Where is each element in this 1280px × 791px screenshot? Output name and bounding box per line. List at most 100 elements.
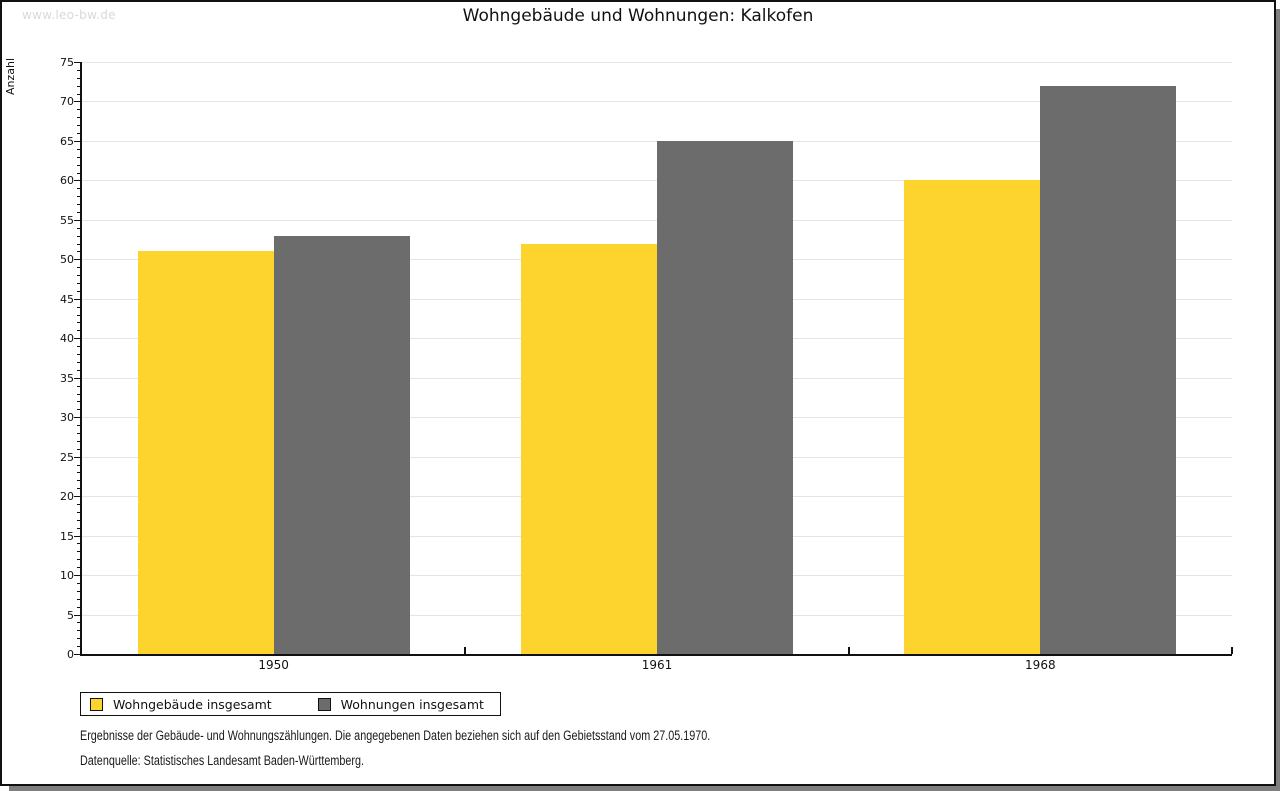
y-minor-tick <box>77 504 80 506</box>
bar-wohngebäude-1961 <box>521 243 657 654</box>
y-minor-tick <box>77 93 80 95</box>
y-tick-label: 75 <box>60 56 74 69</box>
y-minor-tick <box>77 322 80 324</box>
y-tick-label: 30 <box>60 411 74 425</box>
y-tick-label: 25 <box>60 450 74 464</box>
y-minor-tick <box>77 117 80 119</box>
y-minor-tick <box>77 361 80 363</box>
y-major-tick <box>74 654 80 655</box>
y-minor-tick <box>77 527 80 529</box>
footer-note: Ergebnisse der Gebäude- und Wohnungszähl… <box>80 728 711 743</box>
y-minor-tick <box>77 646 80 648</box>
y-minor-tick <box>77 314 80 316</box>
y-major-tick <box>74 180 80 182</box>
x-axis-line <box>80 654 1232 656</box>
x-tick-label: 1950 <box>258 658 289 672</box>
y-tick-label: 0 <box>67 648 74 661</box>
bar-wohngebäude-1950 <box>137 251 274 654</box>
y-minor-tick <box>77 354 80 356</box>
y-minor-tick <box>77 606 80 608</box>
y-minor-tick <box>77 488 80 490</box>
y-minor-tick <box>77 283 80 284</box>
y-minor-tick <box>77 133 80 135</box>
y-major-tick <box>74 417 80 419</box>
legend-item: Wohnungen insgesamt <box>317 696 484 712</box>
y-minor-tick <box>77 306 80 308</box>
y-minor-tick <box>77 196 80 198</box>
y-tick-label: 15 <box>60 529 74 543</box>
x-boundary-tick <box>847 647 850 654</box>
panel-shadow-bottom <box>9 786 1280 791</box>
y-minor-tick <box>77 511 80 513</box>
y-minor-tick <box>77 346 80 348</box>
y-minor-tick <box>77 69 80 71</box>
y-major-tick <box>74 219 80 221</box>
y-minor-tick <box>77 125 80 127</box>
y-minor-tick <box>77 472 80 474</box>
y-major-tick <box>74 62 80 63</box>
panel-shadow-right <box>1276 9 1280 791</box>
y-minor-tick <box>77 290 80 292</box>
y-minor-tick <box>77 251 80 253</box>
y-minor-tick <box>77 551 80 553</box>
y-minor-tick <box>77 148 80 150</box>
y-major-tick <box>74 575 80 577</box>
y-minor-tick <box>77 267 80 269</box>
gridline <box>82 62 1232 63</box>
y-major-tick <box>74 535 80 537</box>
bar-wohnungen-1950 <box>273 235 410 654</box>
y-minor-tick <box>77 519 80 521</box>
x-tick-label: 1961 <box>641 658 673 672</box>
y-tick-label: 60 <box>60 174 74 188</box>
y-minor-tick <box>77 393 80 395</box>
y-minor-tick <box>77 227 80 229</box>
legend-swatch <box>317 697 331 711</box>
y-minor-tick <box>77 543 80 545</box>
y-minor-tick <box>77 204 80 206</box>
y-major-tick <box>74 496 80 498</box>
chart-title: Wohngebäude und Wohnungen: Kalkofen <box>462 6 814 26</box>
y-major-tick <box>74 614 80 616</box>
legend-label: Wohngebäude insgesamt <box>113 696 272 712</box>
y-minor-tick <box>77 440 80 442</box>
y-minor-tick <box>77 598 80 600</box>
y-minor-tick <box>77 109 80 111</box>
y-minor-tick <box>77 464 80 466</box>
y-minor-tick <box>77 172 80 174</box>
y-minor-tick <box>77 275 80 277</box>
y-minor-tick <box>77 85 80 87</box>
y-tick-label: 70 <box>60 95 74 109</box>
legend-label: Wohnungen insgesamt <box>340 696 484 712</box>
y-minor-tick <box>77 369 80 371</box>
y-minor-tick <box>77 567 80 569</box>
bar-wohnungen-1961 <box>657 140 793 654</box>
y-minor-tick <box>77 330 80 332</box>
legend-item: Wohngebäude insgesamt <box>90 697 272 712</box>
y-tick-label: 50 <box>60 253 74 267</box>
bar-wohnungen-1968 <box>1040 85 1177 654</box>
legend: Wohngebäude insgesamt Wohnungen insgesamt <box>80 692 501 716</box>
y-minor-tick <box>77 622 80 624</box>
y-tick-label: 40 <box>60 332 74 346</box>
y-minor-tick <box>77 243 80 245</box>
y-minor-tick <box>77 638 80 640</box>
y-axis-title: Anzahl <box>4 57 17 95</box>
y-minor-tick <box>77 582 80 584</box>
y-minor-tick <box>77 77 80 79</box>
y-major-tick <box>74 377 80 379</box>
y-tick-label: 55 <box>60 213 74 227</box>
y-major-tick <box>74 298 80 300</box>
y-axis-line <box>80 62 82 656</box>
y-minor-tick <box>77 409 80 411</box>
y-tick-label: 35 <box>60 371 74 385</box>
y-major-tick <box>74 101 80 103</box>
y-minor-tick <box>77 425 80 427</box>
y-minor-tick <box>77 448 80 450</box>
y-minor-tick <box>77 385 80 387</box>
y-tick-label: 20 <box>60 490 74 504</box>
watermark: www.leo-bw.de <box>22 8 116 22</box>
y-major-tick <box>74 338 80 340</box>
y-minor-tick <box>77 164 80 166</box>
bar-wohngebäude-1968 <box>904 180 1041 654</box>
